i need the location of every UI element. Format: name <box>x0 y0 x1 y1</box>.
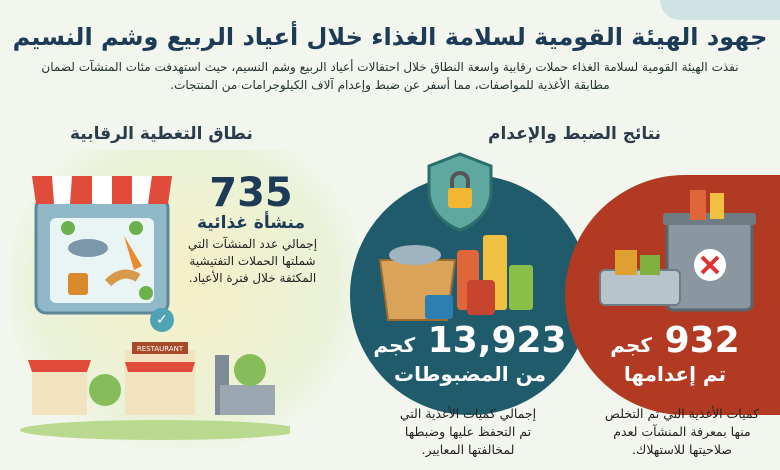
subtitle-line-1: نفذت الهيئة القومية لسلامة الغذاء حملات … <box>41 60 739 74</box>
seized-label: من المضبوطات <box>394 362 546 386</box>
facilities-count: 735 <box>209 170 293 216</box>
header: جهود الهيئة القومية لسلامة الغذاء خلال أ… <box>0 22 780 94</box>
food-basket-illustration <box>375 225 545 325</box>
seized-number: 13,923 <box>427 320 567 361</box>
destroyed-unit: كجم <box>610 333 653 357</box>
desc-line: منها بمعرفة المنشآت لعدم <box>613 424 751 439</box>
top-decor <box>660 0 780 20</box>
check-badge-icon: ✓ <box>150 308 174 332</box>
seized-value: 13,923 كجم <box>370 320 570 361</box>
facilities-unit: منشأة غذائية <box>197 213 305 233</box>
desc-line: كميات الأغذية التي تم التخلص <box>604 406 760 421</box>
restaurant-sign: RESTAURANT <box>137 345 184 353</box>
seized-description: إجمالي كميات الأغذية التي تم التحفظ عليه… <box>378 405 558 459</box>
seized-unit: كجم <box>373 333 416 357</box>
destroyed-value: 932 كجم <box>585 320 765 361</box>
desc-line: تم التحفظ عليها وضبطها <box>404 424 532 439</box>
desc-line: المكثفة خلال فترة الأعياد. <box>188 271 317 285</box>
desc-line: صلاحيتها للاستهلاك. <box>632 442 732 457</box>
shield-lock-icon <box>425 152 495 232</box>
destroyed-number: 932 <box>664 320 740 361</box>
subtitle-line-2: مطابقة الأغذية للمواصفات، مما أسفر عن ضب… <box>170 78 610 92</box>
town-illustration: RESTAURANT <box>20 330 300 440</box>
coverage-heading: نطاق التغطية الرقابية <box>70 124 253 144</box>
results-heading: نتائج الضبط والإعدام <box>488 124 662 144</box>
desc-line: إجمالي عدد المنشآت التي <box>187 237 318 251</box>
market-stall-illustration <box>28 168 176 318</box>
facilities-description: إجمالي عدد المنشآت التي شملتها الحملات ا… <box>170 236 335 287</box>
desc-line: لمخالفتها المعايير. <box>421 442 515 457</box>
destroyed-label: تم إعدامها <box>623 362 727 386</box>
desc-line: شملتها الحملات التفتيشية <box>189 254 316 268</box>
page-title: جهود الهيئة القومية لسلامة الغذاء خلال أ… <box>12 23 768 51</box>
trash-bin-illustration <box>595 185 765 315</box>
desc-line: إجمالي كميات الأغذية التي <box>399 406 537 421</box>
destroyed-description: كميات الأغذية التي تم التخلص منها بمعرفة… <box>592 405 772 459</box>
